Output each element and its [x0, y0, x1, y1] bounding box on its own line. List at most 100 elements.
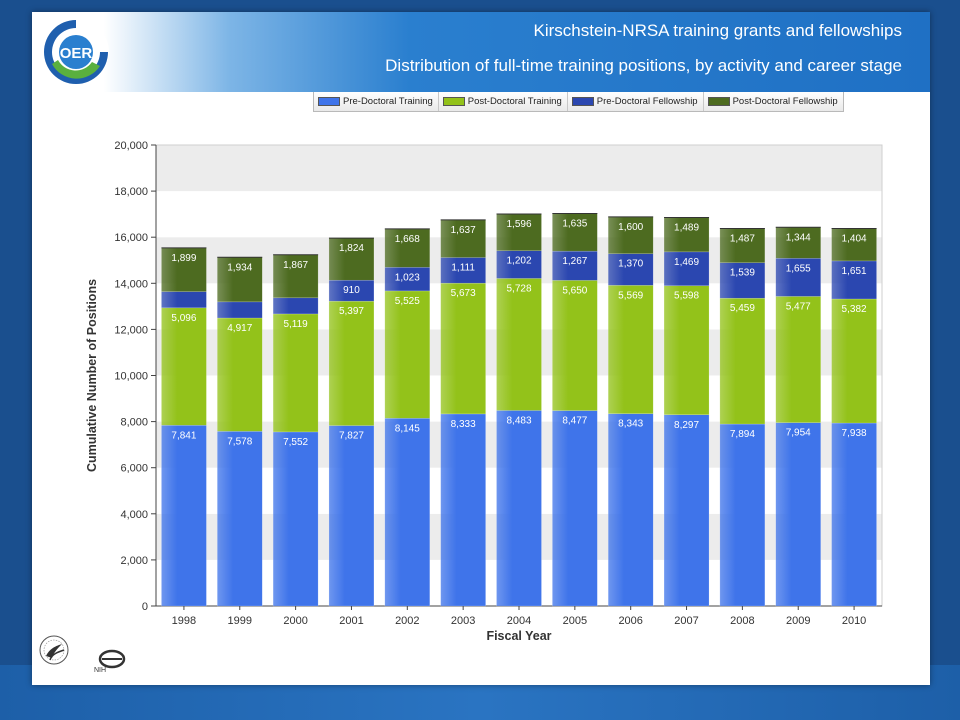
- x-tick-label: 2001: [339, 615, 363, 627]
- x-tick-label: 1998: [172, 615, 196, 627]
- x-tick-label: 2007: [674, 615, 698, 627]
- y-tick-label: 16,000: [114, 232, 148, 244]
- bar-segment: [272, 431, 319, 607]
- data-label: 7,954: [786, 428, 811, 439]
- data-label: 5,569: [618, 290, 643, 301]
- data-label: 7,578: [227, 436, 252, 447]
- stacked-bar-chart: 0 2,000 4,000 6,000 8,000 10,000 12,000 14,000 1…: [85, 140, 883, 643]
- legend-label: Pre-Doctoral Training: [343, 96, 433, 107]
- data-label: 1,344: [786, 232, 811, 243]
- bar-segment: [272, 313, 319, 433]
- data-label: 1,899: [171, 253, 196, 264]
- bar-segment: [272, 297, 319, 315]
- data-label: 5,728: [506, 283, 531, 294]
- data-label: 1,404: [842, 234, 867, 245]
- data-label: 7,827: [339, 431, 364, 442]
- bar-segment: [440, 282, 486, 415]
- data-label: 5,459: [730, 303, 755, 314]
- bar-segment: [161, 291, 207, 309]
- data-label: 8,477: [562, 416, 587, 427]
- x-tick-label: 2004: [507, 615, 531, 627]
- data-label: 5,397: [339, 306, 364, 317]
- data-label: 7,552: [283, 437, 308, 448]
- bar-segment: [496, 278, 542, 411]
- bar-segment: [831, 422, 877, 607]
- chart-legend: Pre-Doctoral Training Post-Doctoral Train…: [313, 92, 844, 112]
- x-tick-label: 2009: [786, 615, 810, 627]
- data-label: 8,483: [506, 415, 531, 426]
- x-tick-label: 1999: [228, 615, 252, 627]
- data-label: 1,489: [674, 223, 699, 234]
- legend-item: Post-Doctoral Training: [439, 92, 568, 111]
- bar-segment: [607, 413, 654, 607]
- plot-band: [156, 145, 882, 192]
- legend-swatch: [571, 97, 594, 106]
- data-label: 7,894: [730, 429, 755, 440]
- data-label: 1,023: [395, 272, 420, 283]
- y-tick-label: 12,000: [114, 324, 148, 336]
- bar-segment: [161, 247, 207, 292]
- x-axis-title: Fiscal Year: [486, 629, 551, 643]
- bar-segment: [719, 262, 766, 299]
- bar-segment: [607, 253, 654, 286]
- bar-segment: [831, 298, 877, 424]
- data-label: 910: [343, 285, 360, 296]
- data-label: 1,655: [786, 263, 811, 274]
- bar-segment: [719, 423, 766, 607]
- header-banner: OER Kirschstein-NRSA training grants and…: [32, 12, 930, 92]
- bar-segment: [217, 257, 263, 303]
- data-label: 1,635: [562, 218, 587, 229]
- x-tick-label: 2002: [395, 615, 419, 627]
- x-tick-label: 2000: [283, 615, 307, 627]
- bar-segment: [552, 280, 598, 411]
- bar-segment: [607, 285, 654, 414]
- legend-label: Post-Doctoral Fellowship: [732, 96, 838, 107]
- y-tick-label: 18,000: [114, 186, 148, 198]
- logo-text: OER: [60, 45, 93, 62]
- bar-segment: [384, 228, 431, 268]
- y-tick-label: 20,000: [114, 140, 148, 152]
- bar-segment: [663, 414, 710, 607]
- legend-label: Pre-Doctoral Fellowship: [596, 96, 698, 107]
- data-label: 5,598: [674, 291, 699, 302]
- data-label: 1,824: [339, 243, 364, 254]
- x-tick-label: 2005: [563, 615, 587, 627]
- bar-segment: [663, 217, 710, 253]
- data-label: 1,596: [506, 219, 531, 230]
- legend-swatch: [442, 97, 465, 106]
- title-line-2: Distribution of full-time training posit…: [385, 56, 902, 75]
- legend-swatch: [707, 97, 730, 106]
- bar-segment: [552, 213, 598, 252]
- bar-segment: [775, 296, 821, 423]
- data-label: 1,370: [618, 259, 643, 270]
- bar-segment: [663, 251, 710, 286]
- data-label: 5,382: [842, 304, 867, 315]
- bar-segment: [440, 257, 486, 284]
- data-label: 8,297: [674, 420, 699, 431]
- bar-segment: [328, 300, 375, 426]
- bar-segment: [328, 237, 375, 281]
- data-label: 8,343: [618, 419, 643, 430]
- legend-item: Pre-Doctoral Training: [314, 92, 439, 111]
- oer-logo-icon: OER: [43, 19, 109, 85]
- bar-segment: [384, 290, 431, 419]
- data-label: 1,637: [451, 225, 476, 236]
- bar-segment: [607, 216, 654, 254]
- y-tick-label: 10,000: [114, 371, 148, 383]
- bar-segment: [161, 425, 207, 607]
- data-label: 1,668: [395, 234, 420, 245]
- data-label: 1,111: [451, 263, 475, 274]
- data-label: 1,539: [730, 268, 755, 279]
- y-tick-label: 6,000: [120, 463, 148, 475]
- x-tick-label: 2006: [618, 615, 642, 627]
- bar-segment: [496, 410, 542, 607]
- data-label: 8,333: [451, 419, 476, 430]
- bar-segment: [328, 425, 375, 607]
- slide: OER Kirschstein-NRSA training grants and…: [32, 12, 930, 685]
- data-label: 1,487: [730, 233, 755, 244]
- bar-segment: [161, 307, 207, 426]
- x-tick-label: 2008: [730, 615, 754, 627]
- data-label: 7,841: [171, 430, 196, 441]
- bar-segment: [719, 297, 766, 425]
- data-label: 4,917: [227, 323, 252, 334]
